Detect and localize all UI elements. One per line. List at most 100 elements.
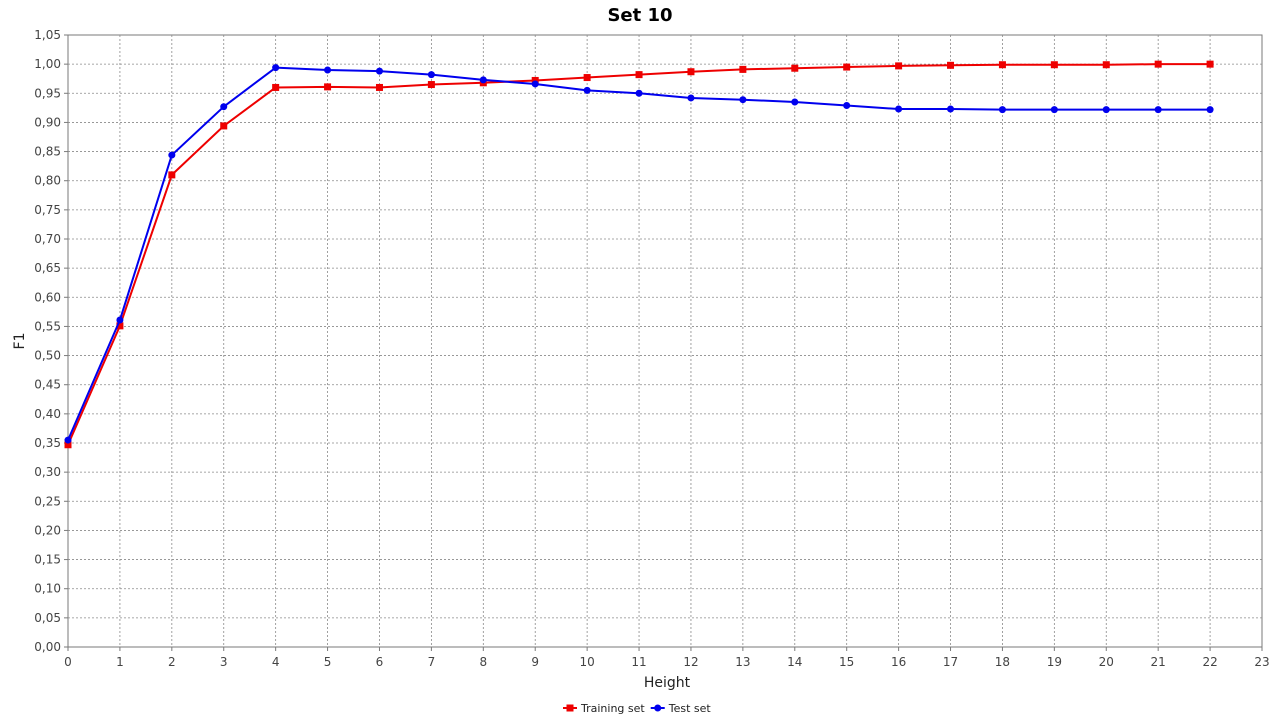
data-point-test-set (998, 106, 1006, 114)
data-point-training-set (220, 122, 228, 130)
data-point-test-set (427, 71, 435, 79)
x-tick-label: 8 (479, 655, 487, 669)
x-tick-label: 11 (631, 655, 646, 669)
data-point-test-set (375, 67, 383, 75)
data-point-test-set (64, 436, 72, 444)
data-point-test-set (895, 105, 903, 113)
x-tick-label: 19 (1047, 655, 1062, 669)
data-point-training-set (791, 64, 799, 72)
y-tick-label: 0,75 (34, 203, 61, 217)
x-tick-label: 23 (1254, 655, 1269, 669)
x-tick-label: 18 (995, 655, 1010, 669)
x-tick-label: 15 (839, 655, 854, 669)
y-tick-label: 0,40 (34, 407, 61, 421)
data-point-test-set (947, 105, 955, 113)
x-tick-label: 12 (683, 655, 698, 669)
data-point-training-set (324, 83, 332, 91)
y-tick-label: 0,95 (34, 86, 61, 100)
plot-area (67, 34, 1263, 648)
y-tick-label: 0,50 (34, 349, 61, 363)
data-point-test-set (843, 102, 851, 110)
y-tick-label: 0,25 (34, 494, 61, 508)
data-point-test-set (791, 98, 799, 106)
data-point-training-set (843, 63, 851, 71)
x-axis-ticks: 0 1 2 3 4 5 6 7 8 9 10 11 12 13 14 15 16 17 18 19 20 21 22 23 (64, 647, 1270, 669)
data-point-training-set (998, 61, 1006, 69)
data-point-training-set (1102, 61, 1110, 69)
legend-marker-circle (654, 704, 662, 712)
x-tick-label: 16 (891, 655, 906, 669)
data-point-test-set (168, 151, 176, 159)
legend-item-training-set: Training set (563, 702, 645, 715)
y-axis-label: F1 (12, 333, 28, 350)
y-tick-label: 0,20 (34, 523, 61, 537)
data-point-training-set (272, 83, 280, 91)
data-point-training-set (1206, 60, 1214, 68)
data-point-training-set (583, 74, 591, 82)
x-tick-label: 9 (531, 655, 539, 669)
y-tick-label: 0,90 (34, 115, 61, 129)
data-point-test-set (1102, 106, 1110, 114)
x-tick-label: 5 (324, 655, 332, 669)
x-tick-label: 10 (579, 655, 594, 669)
y-tick-label: 0,80 (34, 174, 61, 188)
y-tick-label: 0,30 (34, 465, 61, 479)
data-point-training-set (64, 441, 72, 449)
legend-label: Training set (580, 702, 645, 715)
chart-title: Set 10 (607, 5, 672, 26)
data-point-test-set (116, 316, 124, 324)
data-point-test-set (1050, 106, 1058, 114)
data-point-test-set (272, 64, 280, 72)
data-point-test-set (324, 66, 332, 74)
y-tick-label: 0,70 (34, 232, 61, 246)
data-point-training-set (947, 61, 955, 69)
y-tick-label: 0,85 (34, 145, 61, 159)
legend-item-test-set: Test set (650, 702, 712, 715)
y-tick-label: 0,00 (34, 640, 61, 654)
data-point-training-set (375, 83, 383, 91)
x-tick-label: 20 (1099, 655, 1114, 669)
data-point-training-set (1154, 60, 1162, 68)
data-point-test-set (1154, 106, 1162, 114)
series-layer (64, 60, 1214, 449)
series-test-set (64, 64, 1214, 444)
y-tick-label: 1,00 (34, 57, 61, 71)
y-tick-label: 0,60 (34, 290, 61, 304)
data-point-test-set (1206, 106, 1214, 114)
data-point-test-set (687, 94, 695, 102)
data-point-test-set (220, 103, 228, 111)
data-point-training-set (895, 62, 903, 70)
data-point-test-set (479, 76, 487, 84)
y-tick-label: 0,35 (34, 436, 61, 450)
y-tick-label: 0,65 (34, 261, 61, 275)
data-point-test-set (583, 86, 591, 94)
x-tick-label: 7 (428, 655, 436, 669)
legend: Training set Test set (563, 702, 711, 715)
data-point-training-set (1050, 61, 1058, 69)
y-tick-label: 0,45 (34, 378, 61, 392)
x-tick-label: 17 (943, 655, 958, 669)
data-point-test-set (531, 80, 539, 88)
data-point-test-set (635, 89, 643, 97)
legend-marker-square (566, 704, 574, 712)
data-point-training-set (635, 71, 643, 79)
y-axis-ticks: 0,00 0,05 0,10 0,15 0,20 0,25 0,30 0,35 0,40 0,45… (34, 28, 68, 654)
y-tick-label: 0,15 (34, 553, 61, 567)
x-tick-label: 0 (64, 655, 72, 669)
y-tick-label: 0,10 (34, 582, 61, 596)
data-point-training-set (739, 65, 747, 73)
data-point-training-set (427, 81, 435, 89)
y-tick-label: 0,55 (34, 319, 61, 333)
x-tick-label: 13 (735, 655, 750, 669)
x-tick-label: 21 (1151, 655, 1166, 669)
y-tick-label: 0,05 (34, 611, 61, 625)
x-tick-label: 2 (168, 655, 176, 669)
x-tick-label: 1 (116, 655, 124, 669)
data-point-training-set (168, 171, 176, 179)
data-point-test-set (739, 96, 747, 104)
grid-lines (68, 35, 1262, 647)
data-point-training-set (687, 68, 695, 76)
x-tick-label: 14 (787, 655, 802, 669)
legend-label: Test set (668, 702, 712, 715)
